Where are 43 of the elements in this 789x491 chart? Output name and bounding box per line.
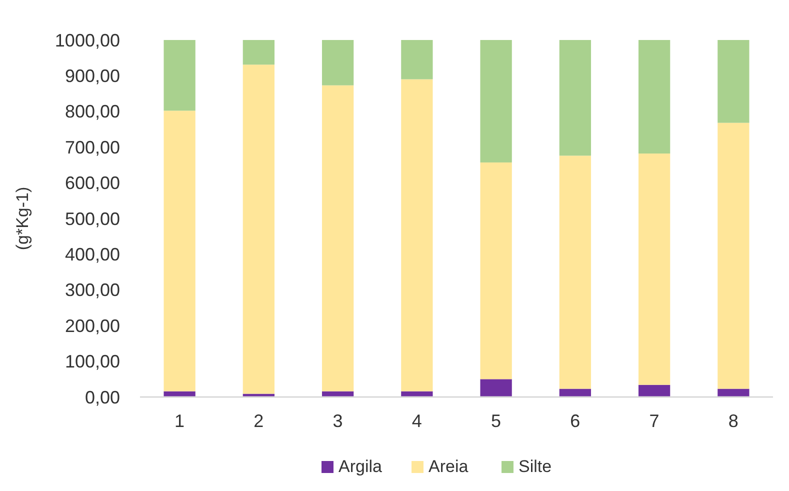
bar — [718, 122, 750, 389]
bar — [480, 162, 512, 380]
bar — [559, 40, 592, 156]
bar — [718, 388, 750, 397]
bar — [242, 40, 275, 65]
y-axis-title: (g*Kg-1) — [13, 186, 32, 250]
y-tick-label: 1000,00 — [54, 30, 120, 50]
bar — [638, 40, 670, 154]
y-tick-label: 400,00 — [64, 244, 120, 264]
x-tick-label: 1 — [174, 411, 185, 431]
y-tick-label: 800,00 — [64, 102, 120, 122]
bar — [480, 40, 512, 162]
y-tick-label: 200,00 — [64, 316, 120, 336]
bar — [638, 154, 670, 385]
bar — [164, 40, 196, 111]
bar — [164, 110, 196, 392]
y-tick-label: 500,00 — [64, 208, 120, 229]
bar — [401, 79, 433, 392]
bar — [242, 64, 275, 394]
y-tick-label: 0,00 — [84, 387, 120, 408]
bar — [559, 156, 592, 389]
legend-label: Areia — [428, 457, 469, 476]
x-tick-label: 8 — [728, 411, 738, 431]
bar — [480, 379, 512, 397]
y-tick-label: 100,00 — [64, 352, 120, 372]
y-tick-label: 600,00 — [64, 173, 120, 194]
bar — [718, 40, 750, 123]
x-tick-label: 5 — [491, 411, 502, 431]
x-tick-label: 7 — [649, 411, 660, 431]
bar — [322, 85, 354, 392]
legend-label: Argila — [338, 457, 383, 476]
x-tick-label: 2 — [254, 411, 264, 431]
y-tick-label: 300,00 — [64, 280, 120, 300]
bar — [638, 384, 670, 397]
legend-label: Silte — [518, 457, 552, 476]
bar — [559, 388, 592, 397]
bar — [401, 40, 433, 80]
y-tick-label: 700,00 — [64, 137, 120, 158]
x-tick-label: 6 — [570, 411, 580, 431]
x-tick-label: 3 — [332, 411, 343, 431]
y-tick-label: 900,00 — [64, 66, 120, 86]
x-tick-label: 4 — [412, 411, 422, 431]
bar — [322, 40, 354, 86]
